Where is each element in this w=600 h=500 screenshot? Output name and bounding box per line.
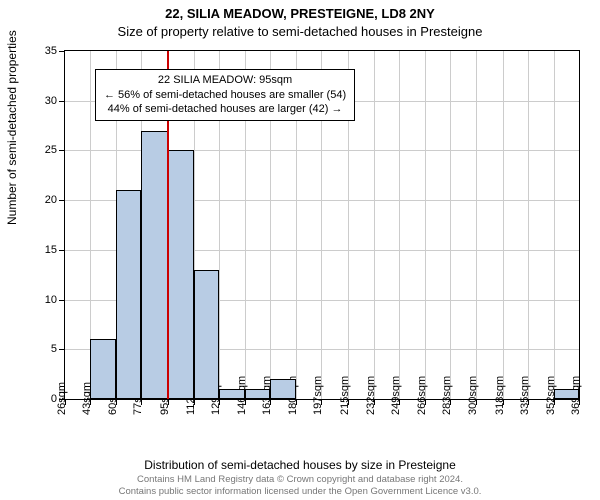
gridline-vertical — [425, 51, 426, 399]
histogram-bar — [554, 389, 579, 399]
y-tick-label: 0 — [33, 393, 57, 405]
footer-line-2: Contains public sector information licen… — [119, 486, 482, 497]
gridline-vertical — [528, 51, 529, 399]
gridline-vertical — [554, 51, 555, 399]
y-tick — [59, 51, 65, 52]
histogram-bar — [141, 131, 168, 399]
y-axis-label: Number of semi-detached properties — [5, 30, 19, 225]
histogram-bar — [168, 150, 193, 399]
histogram-bar — [116, 190, 141, 399]
annotation-box: 22 SILIA MEADOW: 95sqm ← 56% of semi-deta… — [95, 69, 355, 122]
y-tick — [59, 250, 65, 251]
y-tick-label: 35 — [33, 45, 57, 57]
y-tick — [59, 300, 65, 301]
y-tick-label: 30 — [33, 95, 57, 107]
histogram-bar — [219, 389, 244, 399]
y-tick — [59, 150, 65, 151]
histogram-bar — [90, 339, 115, 399]
histogram-bar — [194, 270, 219, 399]
y-tick-label: 10 — [33, 294, 57, 306]
annotation-line-3: 44% of semi-detached houses are larger (… — [108, 103, 343, 115]
footer-attribution: Contains HM Land Registry data © Crown c… — [0, 474, 600, 498]
annotation-line-1: 22 SILIA MEADOW: 95sqm — [158, 74, 292, 86]
y-tick-label: 25 — [33, 144, 57, 156]
y-tick-label: 15 — [33, 244, 57, 256]
x-axis-label: Distribution of semi-detached houses by … — [0, 458, 600, 472]
y-tick — [59, 200, 65, 201]
plot-area: 0510152025303526sqm43sqm60sqm77sqm95sqm1… — [64, 50, 580, 400]
y-tick-label: 20 — [33, 194, 57, 206]
footer-line-1: Contains HM Land Registry data © Crown c… — [137, 474, 463, 485]
gridline-vertical — [374, 51, 375, 399]
y-tick — [59, 349, 65, 350]
histogram-bar — [270, 379, 295, 399]
y-tick-label: 5 — [33, 343, 57, 355]
gridline-vertical — [503, 51, 504, 399]
chart-title-address: 22, SILIA MEADOW, PRESTEIGNE, LD8 2NY — [0, 6, 600, 21]
annotation-line-2: ← 56% of semi-detached houses are smalle… — [104, 89, 346, 101]
gridline-vertical — [399, 51, 400, 399]
chart-container: { "chart": { "type": "histogram", "title… — [0, 0, 600, 500]
histogram-bar — [245, 389, 270, 399]
chart-subtitle: Size of property relative to semi-detach… — [0, 24, 600, 39]
y-tick — [59, 101, 65, 102]
gridline-vertical — [450, 51, 451, 399]
gridline-vertical — [476, 51, 477, 399]
